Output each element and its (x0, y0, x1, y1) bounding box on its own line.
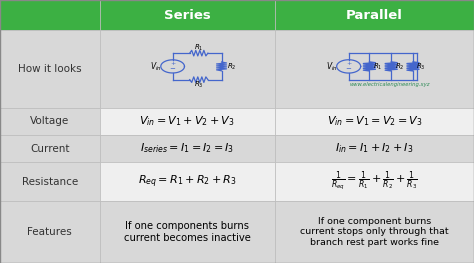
Bar (275, 30, 474, 108)
Text: +: + (346, 61, 351, 66)
Text: Parallel: Parallel (346, 9, 403, 22)
Text: +: + (170, 61, 175, 66)
Bar (100, 201, 275, 263)
Text: $V_{in} = V_1 + V_2 + V_3$: $V_{in} = V_1 + V_2 + V_3$ (139, 114, 235, 128)
Text: −: − (346, 66, 352, 72)
Text: How it looks: How it looks (18, 64, 82, 74)
Text: $I_{series} = I_1 = I_2 = I_3$: $I_{series} = I_1 = I_2 = I_3$ (140, 142, 234, 155)
Text: $V_{in}$: $V_{in}$ (150, 60, 162, 73)
Bar (0, 0, 100, 30)
Text: Current: Current (30, 144, 70, 154)
Bar (0, 162, 100, 201)
Text: If one component burns
current stops only through that
branch rest part works fi: If one component burns current stops onl… (300, 217, 449, 247)
Text: $R_2$: $R_2$ (395, 61, 404, 72)
Text: $R_2$: $R_2$ (227, 61, 237, 72)
Bar (0, 30, 100, 108)
Text: www.electricalengineering.xyz: www.electricalengineering.xyz (350, 82, 430, 87)
Bar (100, 30, 275, 108)
Text: $\frac{1}{R_{eq}} = \frac{1}{R_1} + \frac{1}{R_2} + \frac{1}{R_3}$: $\frac{1}{R_{eq}} = \frac{1}{R_1} + \fra… (331, 170, 418, 193)
Text: $V_{in} = V_1 = V_2 = V_3$: $V_{in} = V_1 = V_2 = V_3$ (327, 114, 422, 128)
Text: Features: Features (27, 227, 72, 237)
Text: $R_3$: $R_3$ (194, 79, 204, 90)
Text: Resistance: Resistance (22, 176, 78, 186)
Text: Voltage: Voltage (30, 117, 69, 127)
Bar (275, 0, 474, 30)
Text: Series: Series (164, 9, 210, 22)
Bar (100, 135, 275, 162)
Text: $R_3$: $R_3$ (417, 61, 426, 72)
Text: $R_{eq} = R_1 + R_2 + R_3$: $R_{eq} = R_1 + R_2 + R_3$ (138, 173, 237, 190)
Text: $R_1$: $R_1$ (373, 61, 383, 72)
Bar (0, 135, 100, 162)
Text: $V_{in}$: $V_{in}$ (327, 60, 338, 73)
Bar (275, 201, 474, 263)
Text: −: − (170, 66, 175, 72)
Bar (100, 108, 275, 135)
Bar (100, 0, 275, 30)
Bar (0, 201, 100, 263)
Bar (275, 108, 474, 135)
Text: If one components burns
current becomes inactive: If one components burns current becomes … (124, 221, 251, 243)
Bar (100, 162, 275, 201)
Bar (275, 162, 474, 201)
Bar (0, 108, 100, 135)
Bar (275, 135, 474, 162)
Text: $I_{in} = I_1 + I_2 + I_3$: $I_{in} = I_1 + I_2 + I_3$ (335, 142, 414, 155)
Text: $R_1$: $R_1$ (194, 43, 203, 53)
